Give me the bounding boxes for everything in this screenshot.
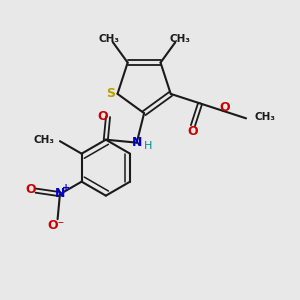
Text: CH₃: CH₃ [33, 135, 54, 145]
Text: S: S [106, 87, 116, 101]
Text: O: O [98, 110, 108, 123]
Text: CH₃: CH₃ [255, 112, 276, 122]
Text: O: O [25, 183, 36, 196]
Text: CH₃: CH₃ [169, 34, 190, 44]
Text: N: N [55, 187, 65, 200]
Text: O⁻: O⁻ [47, 219, 65, 232]
Text: O: O [188, 124, 198, 138]
Text: +: + [62, 183, 70, 193]
Text: O: O [219, 101, 230, 114]
Text: H: H [144, 141, 152, 151]
Text: CH₃: CH₃ [98, 34, 119, 44]
Text: N: N [132, 136, 142, 149]
